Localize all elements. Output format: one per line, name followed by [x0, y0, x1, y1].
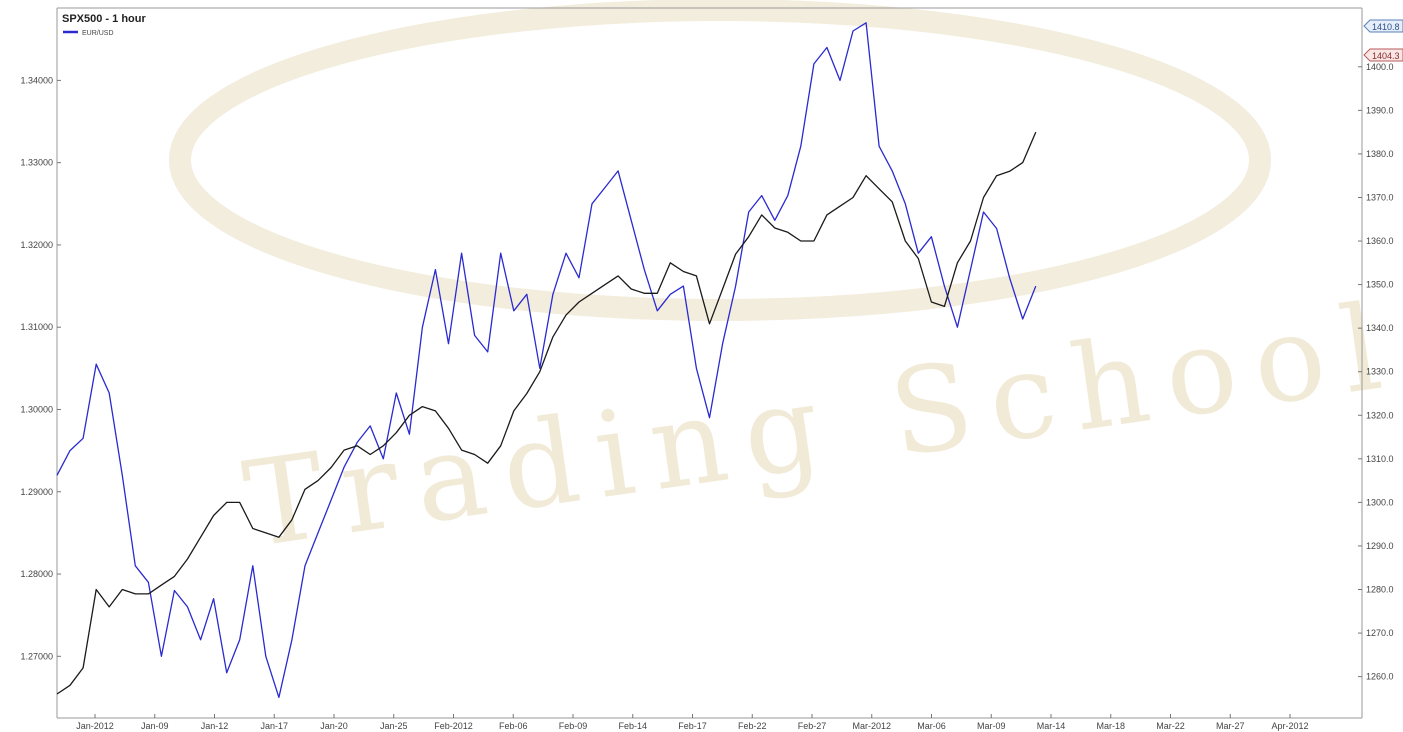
- right-y-tick-label: 1300.0: [1366, 497, 1394, 507]
- spx-value-tag-bg: [1363, 19, 1403, 33]
- left-y-tick-label: 1.34000: [20, 75, 53, 85]
- right-y-tick-label: 1350.0: [1366, 280, 1394, 290]
- x-tick-label: Feb-2012: [434, 721, 473, 731]
- x-tick-label: Apr-2012: [1271, 721, 1308, 731]
- x-tick-label: Jan-17: [260, 721, 288, 731]
- x-tick-label: Mar-2012: [852, 721, 891, 731]
- x-tick-label: Jan-09: [141, 721, 169, 731]
- watermark-globe: [169, 0, 1271, 321]
- right-y-tick-label: 1390.0: [1366, 105, 1394, 115]
- right-y-tick-label: 1330.0: [1366, 367, 1394, 377]
- x-tick-label: Mar-22: [1156, 721, 1185, 731]
- eurusd-value-tag: 1404.3: [1372, 51, 1400, 61]
- x-tick-label: Mar-09: [977, 721, 1006, 731]
- left-y-tick-label: 1.31000: [20, 322, 53, 332]
- series-line-spx500: [56, 131, 1037, 695]
- left-y-tick-label: 1.30000: [20, 404, 53, 414]
- x-tick-label: Jan-20: [320, 721, 348, 731]
- watermark-text: Trading School: [236, 276, 1403, 574]
- x-tick-label: Feb-14: [618, 721, 647, 731]
- x-tick-label: Mar-06: [917, 721, 946, 731]
- x-tick-label: Mar-14: [1037, 721, 1066, 731]
- x-tick-label: Feb-17: [678, 721, 707, 731]
- spx-value-tag: 1410.8: [1372, 22, 1400, 32]
- left-y-tick-label: 1.32000: [20, 240, 53, 250]
- right-y-tick-label: 1270.0: [1366, 628, 1394, 638]
- legend-label-eurusd: EUR/USD: [82, 30, 114, 37]
- left-y-tick-label: 1.28000: [20, 569, 53, 579]
- right-y-tick-label: 1370.0: [1366, 192, 1394, 202]
- right-y-axis: 1260.0 1270.0 1280.0 1290.0 1300.0 1310.0 1320…: [1358, 62, 1394, 682]
- x-tick-label: Feb-27: [798, 721, 827, 731]
- series-line-eur-usd: [56, 22, 1037, 699]
- x-tick-label: Jan-2012: [76, 721, 114, 731]
- right-y-tick-label: 1260.0: [1366, 672, 1394, 682]
- left-y-tick-label: 1.27000: [20, 651, 53, 661]
- x-axis: Jan-2012 Jan-09 Jan-12 Jan-17 Jan-20 Jan-25 Fe…: [76, 714, 1309, 731]
- right-y-tick-label: 1320.0: [1366, 410, 1394, 420]
- right-y-tick-label: 1360.0: [1366, 236, 1394, 246]
- x-tick-label: Feb-06: [499, 721, 528, 731]
- right-y-tick-label: 1400.0: [1366, 62, 1394, 72]
- left-y-axis: 1.27000 1.28000 1.29000 1.30000 1.31000 1.320…: [20, 75, 61, 661]
- x-tick-label: Mar-27: [1216, 721, 1245, 731]
- right-y-tick-label: 1280.0: [1366, 585, 1394, 595]
- x-tick-label: Jan-12: [201, 721, 229, 731]
- x-tick-label: Jan-25: [380, 721, 408, 731]
- last-value-tags: 1410.8 1404.3: [1363, 19, 1403, 62]
- x-tick-label: Feb-09: [559, 721, 588, 731]
- x-tick-label: Feb-22: [738, 721, 767, 731]
- right-y-tick-label: 1290.0: [1366, 541, 1394, 551]
- right-y-tick-label: 1380.0: [1366, 149, 1394, 159]
- watermark-layer: Trading School: [169, 0, 1403, 574]
- right-y-tick-label: 1310.0: [1366, 454, 1394, 464]
- left-y-tick-label: 1.33000: [20, 158, 53, 168]
- eurusd-value-tag-bg: [1363, 48, 1403, 62]
- chart-title: SPX500 - 1 hour: [62, 13, 146, 25]
- x-tick-label: Mar-18: [1096, 721, 1125, 731]
- right-y-tick-label: 1340.0: [1366, 323, 1394, 333]
- series-layer: [56, 22, 1037, 699]
- chart-header: SPX500 - 1 hour EUR/USD: [62, 13, 146, 37]
- left-y-tick-label: 1.29000: [20, 487, 53, 497]
